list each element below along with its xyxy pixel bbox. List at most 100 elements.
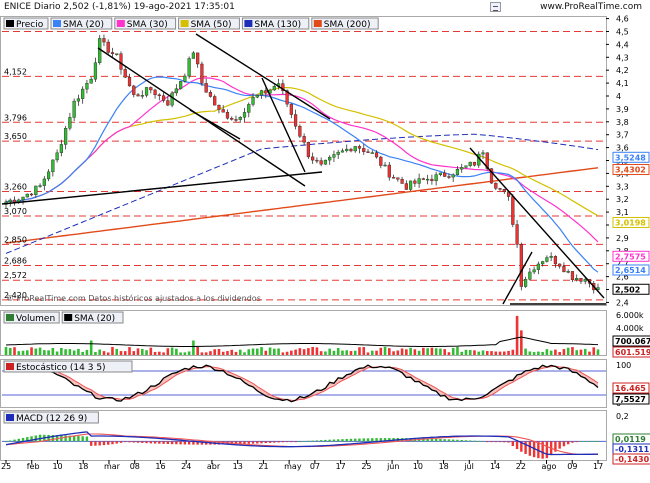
chart-canvas[interactable]: Precio SMA (20) SMA (30) SMA (50) SMA (130) S… <box>0 14 650 483</box>
price-tag <box>612 216 650 228</box>
macd-histogram-bar <box>170 441 174 445</box>
candle-body <box>519 244 523 287</box>
candle-body <box>545 257 549 262</box>
macd-histogram-bar <box>26 437 29 442</box>
stochastic-fill <box>78 382 83 390</box>
macd-histogram-bar <box>200 441 204 445</box>
candle-body <box>366 151 370 153</box>
macd-histogram-bar <box>498 441 502 443</box>
volume-bar <box>226 351 229 355</box>
volume-bar <box>238 349 242 355</box>
x-tick-label: jul <box>463 462 474 471</box>
macd-histogram-bar <box>473 440 476 442</box>
candle-body <box>541 261 545 265</box>
candle-body <box>302 136 306 143</box>
level-label: 4,152 <box>4 67 27 76</box>
legend-swatch <box>6 314 14 321</box>
candle-body <box>149 87 153 91</box>
candle-body <box>110 52 115 55</box>
price-tick-label: 4,3 <box>616 53 629 62</box>
x-tick-label: 10 <box>52 462 62 471</box>
legend-swatch <box>244 20 253 27</box>
macd-histogram-bar <box>273 441 276 443</box>
volume-bar <box>328 348 331 355</box>
macd-histogram-bar <box>443 439 446 442</box>
macd-histogram-bar <box>324 439 327 442</box>
volume-bar <box>481 350 485 355</box>
volume-bar <box>447 352 451 355</box>
volume-tick-label: 6.000k <box>616 311 644 320</box>
legend-swatch <box>313 20 322 27</box>
macd-histogram-bar <box>141 441 144 443</box>
candle-body <box>400 178 404 184</box>
candle-body <box>46 171 51 180</box>
volume-bar <box>443 349 446 355</box>
legend-swatch <box>6 363 14 370</box>
macd-histogram-bar <box>115 441 118 444</box>
macd-histogram-bar <box>175 441 178 445</box>
macd-histogram-bar <box>145 441 148 444</box>
volume-bar <box>507 350 510 355</box>
volume-bar <box>307 348 310 355</box>
stochastic-tag-label: 7,5527 <box>615 395 646 404</box>
volume-bar <box>217 349 221 355</box>
level-label: 2,572 <box>4 271 27 280</box>
macd-histogram-bar <box>575 441 578 443</box>
macd-histogram-bar <box>158 441 161 444</box>
macd-histogram-bar <box>136 441 140 443</box>
volume-bar <box>30 347 33 355</box>
watermark-text: © ProRealTime.com Datos históricos ajust… <box>6 293 261 303</box>
prorealtime-logo-icon[interactable] <box>490 2 501 12</box>
macd-histogram-bar <box>596 440 600 442</box>
sma-130-line <box>5 133 599 254</box>
candle-body <box>370 152 374 154</box>
price-tick-label: 4,4 <box>616 40 629 49</box>
x-tick-label: ago <box>542 462 557 471</box>
price-tick-label: 2,6 <box>616 273 629 282</box>
candle-body <box>523 278 528 287</box>
candle-body <box>204 83 208 93</box>
macd-histogram-bar <box>349 438 353 442</box>
volume-bar <box>170 347 174 355</box>
candle-body <box>353 146 357 152</box>
macd-histogram-bar <box>566 441 570 445</box>
candle-body <box>8 199 12 203</box>
stochastic-fill <box>517 373 522 380</box>
macd-histogram-bar <box>426 438 429 442</box>
legend-swatch <box>116 20 125 27</box>
candle-body <box>51 159 55 173</box>
stochastic-fill <box>74 380 79 387</box>
price-tick-label: 2,4 <box>616 298 629 307</box>
x-axis: 25 feb 10 18 mar 08 16 24 abr 13 21 may 07 17 25 jun 10 1… <box>1 460 603 471</box>
candle-body <box>68 117 72 129</box>
volume-bar <box>319 351 323 355</box>
brand-link[interactable]: www.ProRealTime.com <box>540 2 642 12</box>
volume-bar <box>349 351 353 355</box>
volume-bar <box>106 352 110 355</box>
legend-item <box>178 17 240 30</box>
volume-bar <box>145 350 148 355</box>
candle-body <box>170 92 174 106</box>
volume-bar <box>451 348 455 355</box>
volume-bar <box>490 351 493 355</box>
volume-bar <box>234 351 238 355</box>
volume-bar <box>353 350 357 355</box>
candle-body <box>357 146 362 149</box>
x-tick-label: may <box>284 462 302 471</box>
volume-bar <box>4 346 8 355</box>
candle-body <box>511 196 515 225</box>
macd-histogram-bar <box>179 441 182 445</box>
stochastic-fill <box>495 385 501 393</box>
macd-histogram-bar <box>537 441 540 459</box>
candle-body <box>374 152 379 158</box>
volume-bar <box>579 349 583 355</box>
volume-bar <box>13 347 16 355</box>
volume-bar <box>25 350 29 355</box>
candle-body <box>281 83 285 91</box>
volume-bar <box>362 347 366 355</box>
macd-histogram-bar <box>9 440 12 442</box>
stochastic-legend: Estocástico (14 3 5) <box>3 360 133 373</box>
macd-histogram-bar <box>149 441 153 444</box>
legend-label: SMA (200) <box>324 20 371 30</box>
volume-bar <box>200 352 204 355</box>
